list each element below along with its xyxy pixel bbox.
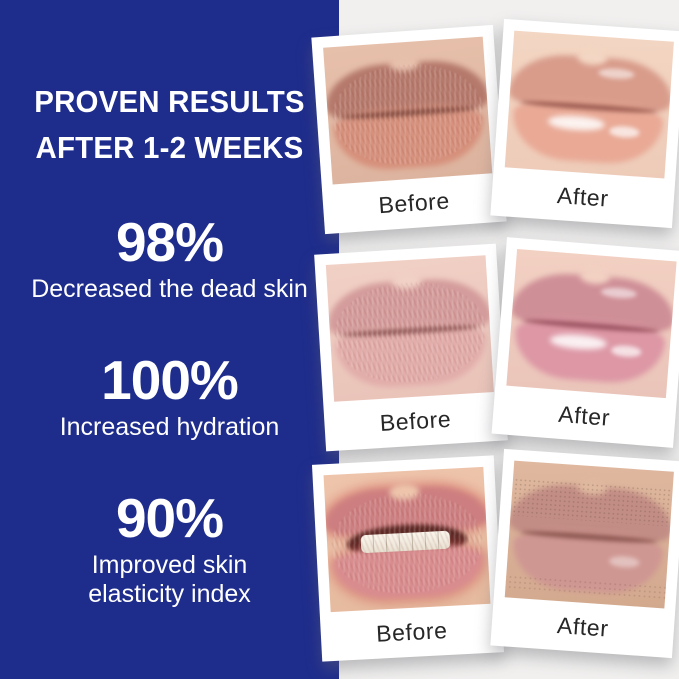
lips-photo-before-2 [325,255,494,402]
stat-elasticity: 90% Improved skin elasticity index [0,490,339,609]
photo-card-after-3: After [490,448,679,659]
photo-card-after-1: After [490,18,679,229]
photo-card-before-3: Before [311,455,505,662]
lips-illustration [325,271,494,393]
headline-line-1: PROVEN RESULTS [34,84,305,119]
lips-illustration [506,265,677,390]
headline: PROVEN RESULTS AFTER 1-2 WEEKS [8,79,330,171]
stat-elasticity-label-line-1: Improved skin [91,551,248,580]
photo-card-before-2: Before [314,243,508,452]
stat-elasticity-label: Improved skin elasticity index [0,551,339,609]
stat-elasticity-label-line-2: elasticity index [88,580,251,609]
lips-photo-after-2 [506,248,677,399]
stat-hydration: 100% Increased hydration [0,352,339,442]
lips-illustration [505,47,674,171]
results-panel: PROVEN RESULTS AFTER 1-2 WEEKS 98% Decre… [0,0,339,679]
photo-card-before-1: Before [311,24,507,235]
lips-illustration [504,476,674,601]
stat-hydration-value: 100% [101,349,239,411]
stat-dead-skin-label: Decreased the dead skin [31,275,308,304]
stat-elasticity-value: 90% [115,487,224,549]
stat-dead-skin: 98% Decreased the dead skin [0,214,339,304]
lips-photo-after-3 [504,460,674,609]
lips-photo-before-3 [323,466,491,613]
lips-photo-before-1 [323,36,493,185]
photo-caption-before: Before [375,617,449,647]
lips-illustration [323,483,491,604]
stat-hydration-label: Increased hydration [59,413,280,442]
lips-photo-after-1 [504,30,674,179]
stat-dead-skin-value: 98% [115,211,224,273]
photo-caption-before: Before [379,405,452,437]
headline-line-2: AFTER 1-2 WEEKS [35,130,304,165]
photo-card-after-2: After [491,237,679,448]
lips-illustration [323,53,492,177]
